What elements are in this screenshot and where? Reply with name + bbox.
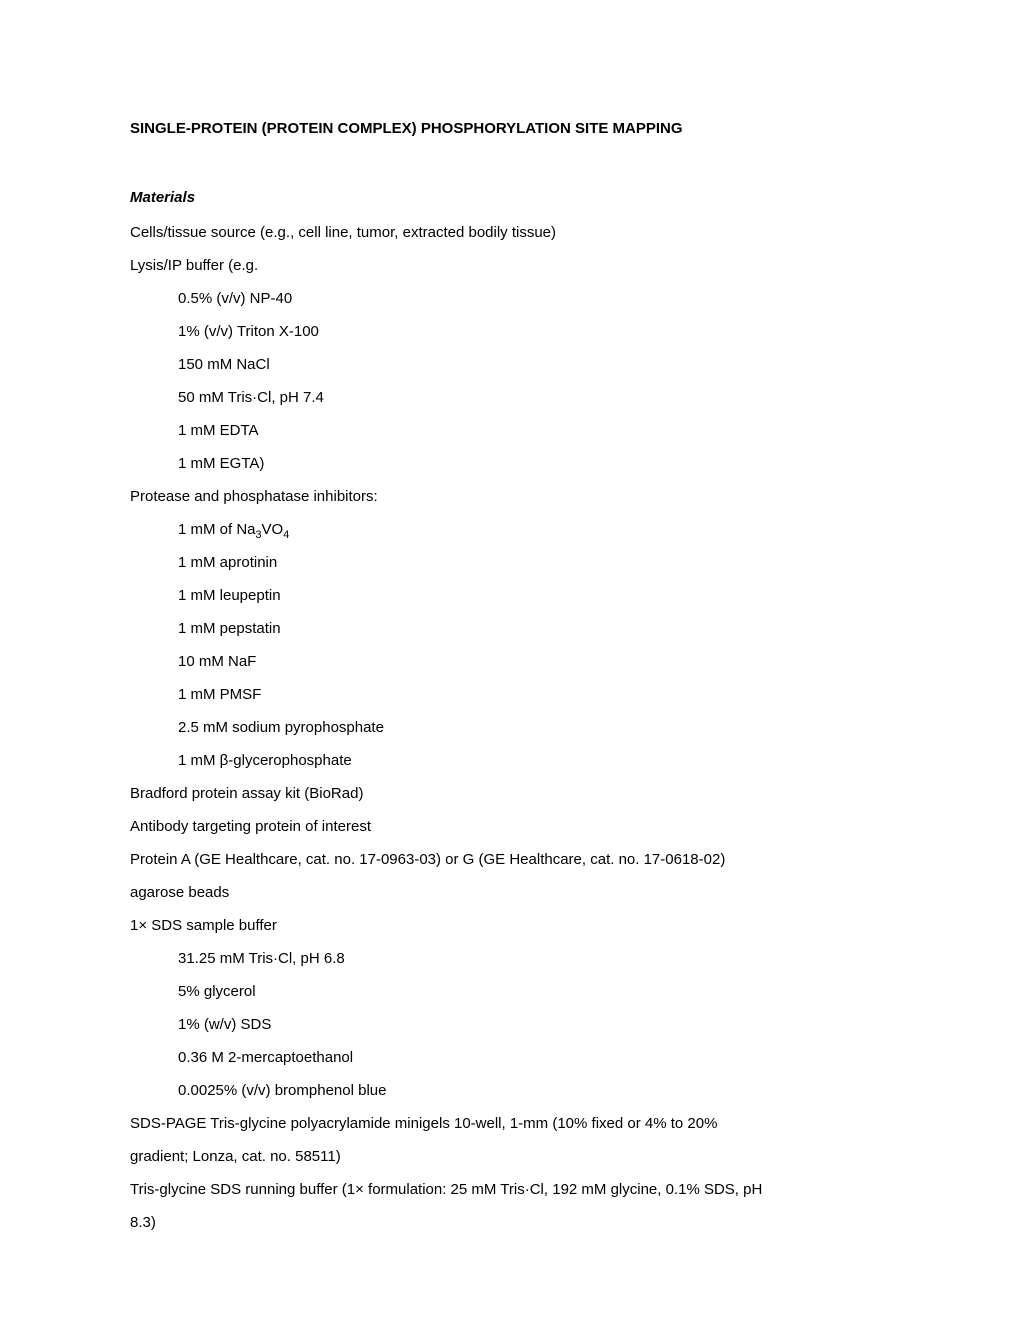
- document-title: SINGLE-PROTEIN (PROTEIN COMPLEX) PHOSPHO…: [130, 112, 890, 145]
- material-sub-line: 1 mM leupeptin: [130, 579, 890, 612]
- material-line: 1× SDS sample buffer: [130, 909, 890, 942]
- material-sub-line: 1 mM EDTA: [130, 414, 890, 447]
- material-line: gradient; Lonza, cat. no. 58511): [130, 1140, 890, 1173]
- material-sub-line: 150 mM NaCl: [130, 348, 890, 381]
- material-sub-line: 5% glycerol: [130, 975, 890, 1008]
- material-line: Cells/tissue source (e.g., cell line, tu…: [130, 216, 890, 249]
- material-sub-line: 1% (w/v) SDS: [130, 1008, 890, 1041]
- material-line: 8.3): [130, 1206, 890, 1239]
- material-sub-line: 10 mM NaF: [130, 645, 890, 678]
- material-line: Protease and phosphatase inhibitors:: [130, 480, 890, 513]
- material-line: agarose beads: [130, 876, 890, 909]
- material-line: Bradford protein assay kit (BioRad): [130, 777, 890, 810]
- material-sub-line: 1% (v/v) Triton X-100: [130, 315, 890, 348]
- chem-text: 1 mM of Na: [178, 521, 256, 538]
- material-line: SDS-PAGE Tris-glycine polyacrylamide min…: [130, 1107, 890, 1140]
- material-sub-line: 31.25 mM Tris·Cl, pH 6.8: [130, 942, 890, 975]
- chem-subscript: 4: [283, 529, 289, 541]
- material-sub-line: 1 mM PMSF: [130, 678, 890, 711]
- material-sub-line: 1 mM of Na3VO4: [130, 513, 890, 546]
- material-sub-line: 0.36 M 2-mercaptoethanol: [130, 1041, 890, 1074]
- material-sub-line: 1 mM EGTA): [130, 447, 890, 480]
- material-sub-line: 1 mM aprotinin: [130, 546, 890, 579]
- material-line: Lysis/IP buffer (e.g.: [130, 249, 890, 282]
- material-line: Antibody targeting protein of interest: [130, 810, 890, 843]
- material-line: Tris-glycine SDS running buffer (1× form…: [130, 1173, 890, 1206]
- material-sub-line: 1 mM pepstatin: [130, 612, 890, 645]
- materials-heading: Materials: [130, 181, 890, 214]
- material-sub-line: 0.5% (v/v) NP-40: [130, 282, 890, 315]
- material-sub-line: 2.5 mM sodium pyrophosphate: [130, 711, 890, 744]
- chem-text: VO: [262, 521, 284, 538]
- material-sub-line: 50 mM Tris·Cl, pH 7.4: [130, 381, 890, 414]
- material-sub-line: 1 mM β-glycerophosphate: [130, 744, 890, 777]
- material-line: Protein A (GE Healthcare, cat. no. 17-09…: [130, 843, 890, 876]
- material-sub-line: 0.0025% (v/v) bromphenol blue: [130, 1074, 890, 1107]
